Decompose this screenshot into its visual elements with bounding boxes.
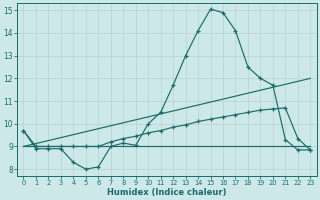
X-axis label: Humidex (Indice chaleur): Humidex (Indice chaleur) xyxy=(107,188,227,197)
